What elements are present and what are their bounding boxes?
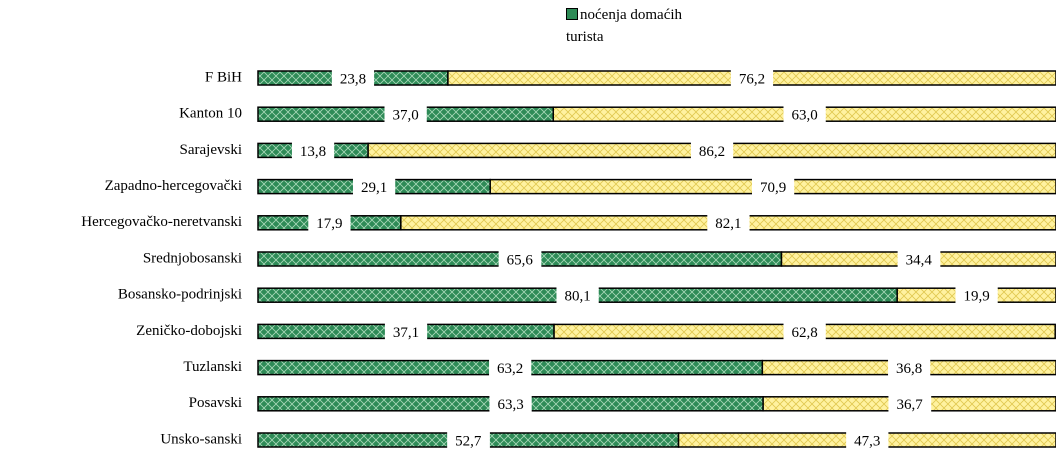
y-tick-label: Posavski bbox=[189, 395, 242, 411]
data-label: 76,2 bbox=[739, 71, 765, 87]
label-bg bbox=[447, 431, 490, 449]
data-label: 29,1 bbox=[361, 180, 387, 196]
data-label: 37,0 bbox=[393, 108, 419, 124]
data-label: 23,8 bbox=[340, 71, 366, 87]
label-bg bbox=[783, 322, 826, 341]
y-tick-label: Kanton 10 bbox=[179, 106, 242, 122]
label-bg bbox=[384, 322, 428, 341]
label-bg bbox=[556, 286, 599, 305]
label-bg bbox=[707, 213, 750, 232]
data-label: 62,8 bbox=[792, 325, 818, 341]
label-bg bbox=[308, 213, 351, 232]
label-bg bbox=[888, 394, 932, 413]
data-label: 13,8 bbox=[300, 144, 326, 160]
y-tick-label: Zeničko-dobojski bbox=[136, 323, 242, 339]
label-bg bbox=[783, 105, 826, 124]
y-tick-label: Unsko-sanski bbox=[160, 431, 242, 447]
y-tick-label: Hercegovačko-neretvanski bbox=[81, 214, 242, 230]
label-bg bbox=[730, 69, 774, 87]
data-label: 63,3 bbox=[497, 397, 523, 413]
label-bg bbox=[751, 177, 795, 196]
data-label: 47,3 bbox=[854, 433, 880, 449]
label-bg bbox=[489, 358, 532, 377]
legend-label: noćenja domaćih turista bbox=[566, 7, 683, 45]
label-bg bbox=[352, 177, 396, 196]
label-bg bbox=[498, 250, 542, 268]
data-label: 37,1 bbox=[393, 325, 419, 341]
label-bg bbox=[291, 141, 335, 160]
data-label: 70,9 bbox=[760, 180, 786, 196]
label-bg bbox=[897, 250, 941, 268]
y-tick-label: F BiH bbox=[205, 69, 242, 85]
data-label: 63,2 bbox=[497, 361, 523, 377]
data-label: 52,7 bbox=[455, 433, 482, 449]
data-label: 86,2 bbox=[699, 144, 725, 160]
data-label: 82,1 bbox=[715, 216, 741, 232]
data-label: 65,6 bbox=[507, 252, 534, 268]
label-bg bbox=[331, 69, 375, 87]
y-tick-label: Bosansko-podrinjski bbox=[118, 287, 242, 303]
y-tick-label: Zapadno-hercegovački bbox=[105, 178, 242, 194]
data-label: 19,9 bbox=[963, 289, 989, 305]
label-bg bbox=[846, 431, 889, 449]
label-bg bbox=[489, 394, 532, 413]
data-label: 34,4 bbox=[906, 252, 933, 268]
label-bg bbox=[955, 286, 998, 305]
data-label: 36,7 bbox=[896, 397, 923, 413]
data-label: 36,8 bbox=[896, 361, 922, 377]
legend: noćenja domaćih turista bbox=[566, 4, 716, 48]
data-label: 80,1 bbox=[564, 289, 590, 305]
legend-swatch bbox=[566, 8, 578, 20]
label-bg bbox=[690, 141, 734, 160]
data-label: 17,9 bbox=[316, 216, 342, 232]
y-tick-label: Srednjobosanski bbox=[143, 250, 242, 266]
y-tick-label: Tuzlanski bbox=[183, 359, 242, 375]
label-bg bbox=[888, 358, 931, 377]
data-label: 63,0 bbox=[792, 108, 818, 124]
y-tick-label: Sarajevski bbox=[180, 142, 242, 158]
label-bg bbox=[384, 105, 427, 124]
